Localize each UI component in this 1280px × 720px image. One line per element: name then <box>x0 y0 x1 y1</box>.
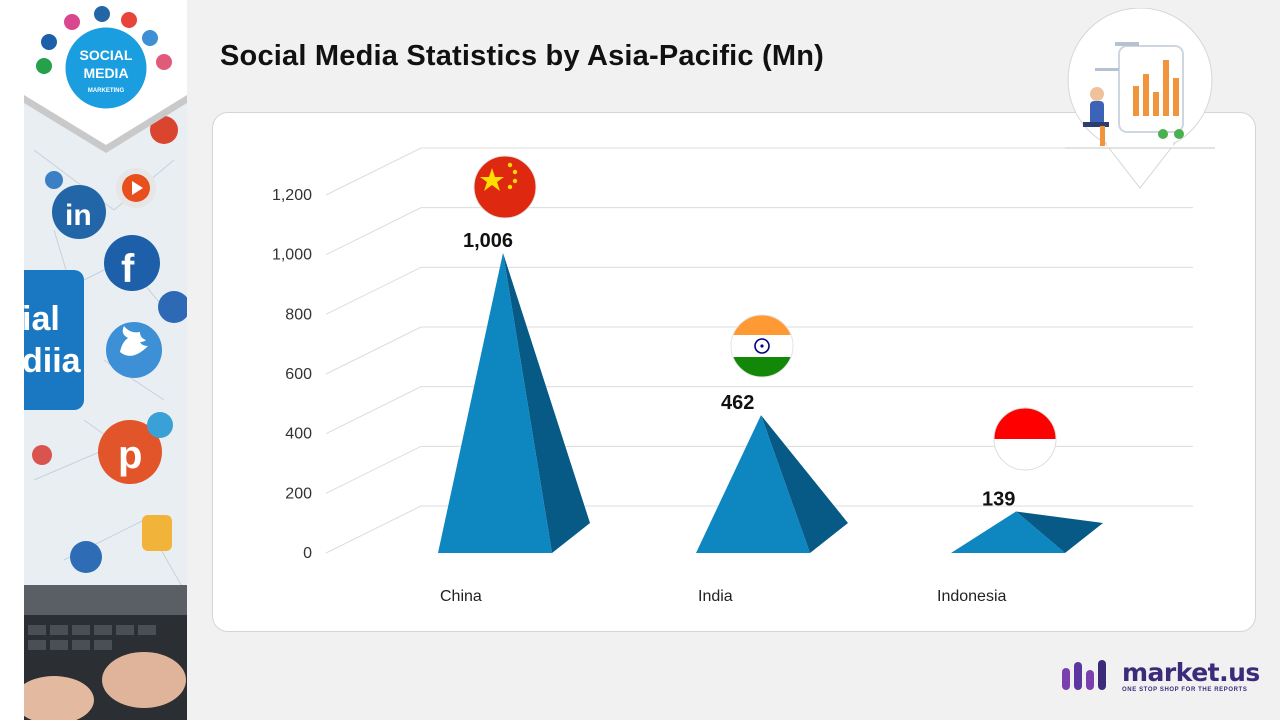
value-label: 462 <box>721 392 754 414</box>
brand-name: market.us <box>1122 658 1260 687</box>
hero-screen-line1: ial <box>24 300 60 338</box>
gridline <box>325 147 1193 196</box>
x-category-label: China <box>440 588 482 605</box>
y-tick-label: 600 <box>285 366 312 383</box>
value-label: 1,006 <box>463 230 513 252</box>
bar-indonesia <box>951 511 1065 553</box>
gridline <box>325 445 1193 494</box>
india-flag-icon <box>730 314 794 378</box>
x-category-label: India <box>698 588 733 605</box>
facebook-small-icon <box>70 541 102 573</box>
facebook-icon <box>104 235 160 291</box>
y-tick-label: 200 <box>285 485 312 502</box>
y-tick-label: 0 <box>303 545 312 562</box>
china-flag-icon <box>473 155 537 219</box>
y-tick-label: 1,200 <box>272 187 312 204</box>
gridline <box>325 386 1193 435</box>
bar-side-india <box>761 415 848 553</box>
y-tick-label: 400 <box>285 426 312 443</box>
badge-line2: MEDIA <box>83 65 128 81</box>
clipboard-icon <box>142 515 172 551</box>
market-us-logo-mark-icon <box>1062 660 1106 690</box>
chart-card: 0 200 400 600 800 1,000 1,200 <box>212 112 1256 632</box>
page-title: Social Media Statistics by Asia-Pacific … <box>220 40 825 72</box>
gridline <box>325 505 1193 554</box>
bar-india <box>696 415 810 553</box>
social-media-hero-image: ial diia in f p <box>24 0 187 720</box>
svg-text:in: in <box>65 199 92 232</box>
y-tick-label: 1,000 <box>272 247 312 264</box>
y-tick-label: 800 <box>285 306 312 323</box>
pyramid-bar-chart: 0 200 400 600 800 1,000 1,200 <box>272 147 1193 605</box>
left-margin-strip <box>0 0 24 720</box>
hero-screen-line2: diia <box>24 342 82 380</box>
linkedin-icon <box>52 185 106 239</box>
bar-side-indonesia <box>1016 511 1103 553</box>
social-media-marketing-badge <box>64 26 148 110</box>
gridline <box>325 266 1193 315</box>
value-label: 139 <box>982 489 1015 511</box>
market-us-logo: market.us ONE STOP SHOP FOR THE REPORTS <box>1060 656 1265 696</box>
bar-china <box>438 252 552 554</box>
svg-text:p: p <box>118 433 142 477</box>
badge-line1: SOCIAL <box>80 47 133 63</box>
gridline <box>325 326 1193 375</box>
badge-line3: MARKETING <box>88 88 125 94</box>
brand-tagline: ONE STOP SHOP FOR THE REPORTS <box>1122 687 1248 693</box>
bar-side-china <box>503 252 590 554</box>
gridline <box>325 207 1193 256</box>
analytics-illustration <box>1055 7 1225 193</box>
svg-text:f: f <box>121 247 135 291</box>
x-category-label: Indonesia <box>937 588 1006 605</box>
pinterest-icon <box>98 420 162 484</box>
indonesia-flag-icon <box>993 407 1057 471</box>
